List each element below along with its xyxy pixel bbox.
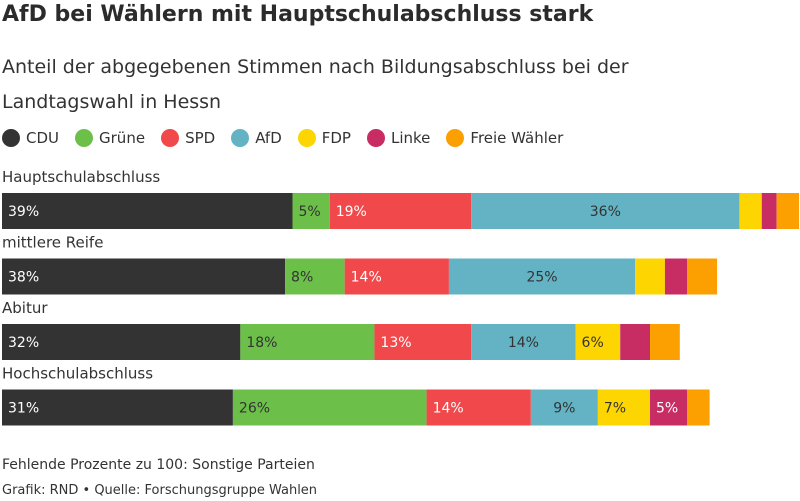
legend-swatch [366, 129, 385, 147]
bar-segment [530, 389, 598, 426]
legend-label: FDP [321, 129, 351, 147]
bar-segment [426, 389, 531, 426]
stacked-bar-chart: Hauptschulabschluss 39% 5% 19% 36% mittlere R… [2, 168, 799, 426]
legend-item: AfD [231, 129, 282, 147]
bar-segment [471, 193, 740, 229]
bar-segment [292, 193, 330, 229]
data-label: 5% [656, 401, 678, 417]
legend-swatch [2, 129, 20, 147]
bar-segment [687, 389, 710, 426]
legend-item: CDU [2, 129, 59, 147]
data-label: 19% [336, 204, 367, 220]
data-label: 5% [298, 204, 320, 220]
data-label: 38% [8, 270, 39, 286]
data-label: 26% [239, 401, 270, 417]
bar-segment [344, 258, 449, 295]
data-label: 14% [508, 335, 539, 351]
bar-segment [240, 324, 375, 360]
category-label: Abitur [2, 299, 48, 317]
legend-label: AfD [255, 129, 282, 147]
category-label: Hauptschulabschluss [2, 168, 160, 186]
bar-segment [739, 193, 762, 229]
chart-subtitle: Anteil der abgegebenen Stimmen nach Bild… [2, 56, 629, 113]
legend-swatch [231, 129, 250, 147]
bar-segment [687, 258, 718, 295]
bar-segment [2, 324, 241, 360]
category-label: mittlere Reife [2, 234, 103, 252]
legend-label: Linke [390, 129, 431, 147]
legend-swatch [75, 129, 94, 147]
bar-segment [575, 324, 621, 360]
data-label: 32% [8, 335, 39, 351]
bar-segment [2, 389, 233, 426]
legend-label: Freie Wähler [470, 129, 564, 147]
legend-swatch [446, 129, 465, 147]
data-label: 14% [433, 401, 464, 417]
data-label: 6% [582, 335, 604, 351]
data-label: 25% [526, 270, 557, 286]
bar-segment [620, 324, 651, 360]
bar-segment [285, 258, 345, 295]
data-label: 36% [590, 204, 621, 220]
bar-segment [232, 389, 427, 426]
bar-segment [2, 193, 293, 229]
legend: CDU Grüne SPD AfD FDP Linke Freie Wähler [2, 129, 579, 147]
legend-item: Freie Wähler [446, 129, 563, 147]
data-label: 39% [8, 204, 39, 220]
bar-segment [448, 258, 636, 295]
bar-segment [471, 324, 576, 360]
data-label: 13% [380, 335, 411, 351]
legend-item: FDP [297, 129, 351, 147]
legend-label: SPD [185, 129, 216, 147]
chart-title: AfD bei Wählern mit Hauptschulabschluss … [2, 2, 594, 27]
bar-segment [650, 389, 688, 426]
footnote: Fehlende Prozente zu 100: Sonstige Parte… [2, 457, 315, 473]
data-label: 18% [246, 335, 277, 351]
category-label: Hochschulabschluss [2, 365, 153, 383]
data-label: 31% [8, 401, 39, 417]
source-credit: Grafik: RND • Quelle: Forschungsgruppe W… [2, 483, 318, 498]
legend-item: Linke [366, 129, 431, 147]
legend-label: Grüne [99, 129, 146, 147]
legend-item: Grüne [75, 129, 145, 147]
bar-segment [635, 258, 665, 295]
legend-swatch [161, 129, 180, 147]
bar-segment [761, 193, 777, 229]
data-label: 9% [553, 401, 575, 417]
bar-segment [776, 193, 799, 229]
legend-swatch [297, 129, 316, 147]
legend-item: SPD [161, 129, 215, 147]
data-label: 8% [291, 270, 313, 286]
bar-segment [329, 193, 472, 229]
bar-segment [374, 324, 472, 360]
bar-segment [2, 258, 286, 295]
legend-label: CDU [26, 129, 60, 147]
bar-segment [597, 389, 651, 426]
bar-segment [664, 258, 688, 295]
data-label: 7% [604, 401, 626, 417]
bar-segment [650, 324, 680, 360]
data-label: 14% [351, 270, 382, 286]
